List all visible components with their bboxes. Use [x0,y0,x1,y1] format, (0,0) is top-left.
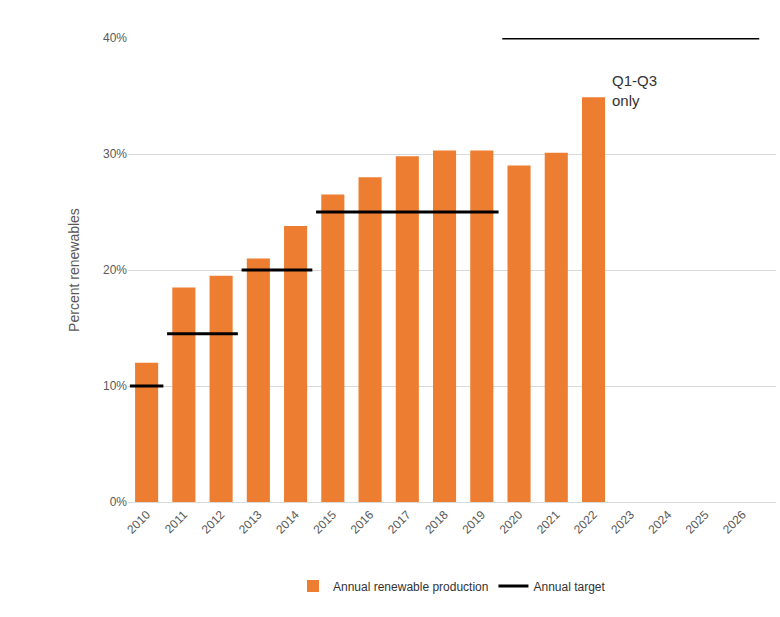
svg-text:2014: 2014 [273,508,302,537]
svg-text:2026: 2026 [720,508,749,537]
svg-text:Annual renewable production: Annual renewable production [333,580,488,594]
svg-text:Annual target: Annual target [533,580,605,594]
svg-text:0%: 0% [110,495,128,509]
svg-text:2010: 2010 [124,508,153,537]
svg-text:2020: 2020 [497,508,526,537]
svg-text:2017: 2017 [385,508,414,537]
svg-text:Percent renewables: Percent renewables [66,208,82,332]
svg-text:2013: 2013 [236,508,265,537]
svg-text:2019: 2019 [459,508,488,537]
svg-text:2015: 2015 [310,508,339,537]
svg-text:2016: 2016 [348,508,377,537]
svg-text:2024: 2024 [646,508,675,537]
svg-text:30%: 30% [103,147,127,161]
svg-text:2025: 2025 [683,508,712,537]
svg-text:2018: 2018 [422,508,451,537]
svg-text:2022: 2022 [571,508,600,537]
svg-text:20%: 20% [103,263,127,277]
svg-text:2012: 2012 [199,508,228,537]
svg-text:2021: 2021 [534,508,563,537]
svg-text:Q1-Q3only: Q1-Q3only [612,72,657,109]
svg-text:2023: 2023 [608,508,637,537]
svg-text:10%: 10% [103,379,127,393]
svg-text:2011: 2011 [162,508,190,536]
svg-text:40%: 40% [103,31,127,45]
